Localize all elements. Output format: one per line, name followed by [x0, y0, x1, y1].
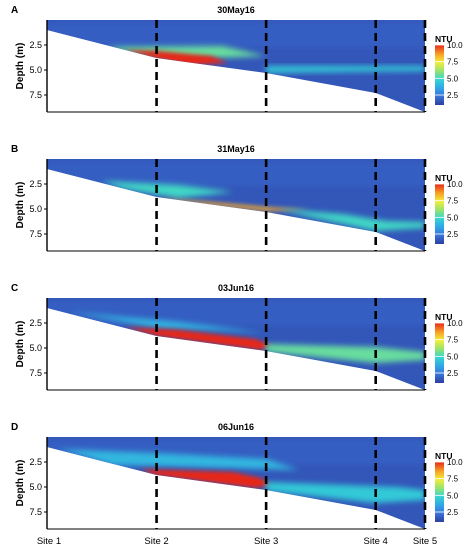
y-tick-label: 7.5 — [29, 90, 42, 100]
site-label: Site 3 — [254, 536, 278, 547]
colorbar-tick-label: 10.0 — [447, 41, 463, 50]
colorbar-tick-label: 2.5 — [447, 230, 459, 239]
panel-title: 30May16 — [217, 5, 255, 15]
colorbar-tick-label: 7.5 — [447, 336, 459, 345]
site-axis: Site 1 Site 2 Site 3 Site 4 Site 5 — [37, 536, 437, 547]
surface-layer — [47, 22, 425, 48]
panel-letter: D — [11, 422, 18, 433]
y-tick-label: 5.0 — [29, 482, 42, 492]
turbidity-plume — [101, 181, 234, 198]
y-axis-label: Depth (m) — [15, 321, 26, 368]
turbidity-plume — [266, 66, 425, 73]
colorbar — [435, 45, 444, 105]
y-axis-label: Depth (m) — [15, 182, 26, 229]
colorbar — [435, 462, 444, 522]
turbidity-plume — [277, 209, 425, 231]
site-label: Site 4 — [364, 536, 388, 547]
colorbar — [435, 323, 444, 383]
colorbar-tick-label: 10.0 — [447, 319, 463, 328]
y-tick-label: 5.0 — [29, 343, 42, 353]
turbidity-plume — [266, 482, 425, 503]
y-tick-label: 2.5 — [29, 40, 42, 50]
y-tick-label: 2.5 — [29, 457, 42, 467]
turbidity-plume — [266, 344, 425, 363]
y-tick-label: 2.5 — [29, 318, 42, 328]
colorbar-label: NTU — [435, 312, 452, 322]
panel-letter: C — [11, 283, 18, 294]
panel-letter: A — [11, 5, 18, 16]
colorbar-tick-label: 7.5 — [447, 475, 459, 484]
y-tick-label: 7.5 — [29, 229, 42, 239]
site-label: Site 5 — [413, 536, 437, 547]
turbidity-plume — [68, 312, 267, 333]
y-axis-label: Depth (m) — [15, 460, 26, 507]
panel-title: 31May16 — [217, 144, 255, 154]
colorbar-tick-label: 2.5 — [447, 91, 459, 100]
colorbar-tick-label: 7.5 — [447, 58, 459, 67]
colorbar-tick-label: 5.0 — [447, 213, 459, 222]
y-tick-label: 2.5 — [29, 179, 42, 189]
turbidity-plume — [123, 50, 228, 65]
colorbar-tick-label: 2.5 — [447, 508, 459, 517]
y-axis-label: Depth (m) — [15, 43, 26, 90]
colorbar-tick-label: 5.0 — [447, 491, 459, 500]
panel-letter: B — [11, 144, 18, 155]
colorbar-tick-label: 7.5 — [447, 197, 459, 206]
colorbar-tick-label: 5.0 — [447, 74, 459, 83]
turbidity-plume — [140, 469, 272, 488]
site-label: Site 2 — [144, 536, 168, 547]
y-tick-label: 7.5 — [29, 368, 42, 378]
y-tick-label: 7.5 — [29, 507, 42, 517]
turbidity-plume — [123, 327, 272, 350]
colorbar-label: NTU — [435, 173, 452, 183]
colorbar — [435, 184, 444, 244]
surface-layer — [47, 161, 425, 187]
turbidity-plume — [156, 198, 310, 211]
colorbar-tick-label: 5.0 — [447, 352, 459, 361]
colorbar-label: NTU — [435, 451, 452, 461]
site-label: Site 1 — [37, 536, 61, 547]
colorbar-tick-label: 2.5 — [447, 369, 459, 378]
turbidity-plume — [107, 46, 267, 59]
panel-title: 06Jun16 — [218, 422, 254, 432]
colorbar-tick-label: 10.0 — [447, 458, 463, 467]
colorbar-label: NTU — [435, 34, 452, 44]
y-tick-label: 5.0 — [29, 204, 42, 214]
colorbar-tick-label: 10.0 — [447, 180, 463, 189]
y-tick-label: 5.0 — [29, 65, 42, 75]
turbidity-plume — [58, 449, 299, 470]
panel-title: 03Jun16 — [218, 283, 254, 293]
surface-layer — [47, 300, 425, 326]
